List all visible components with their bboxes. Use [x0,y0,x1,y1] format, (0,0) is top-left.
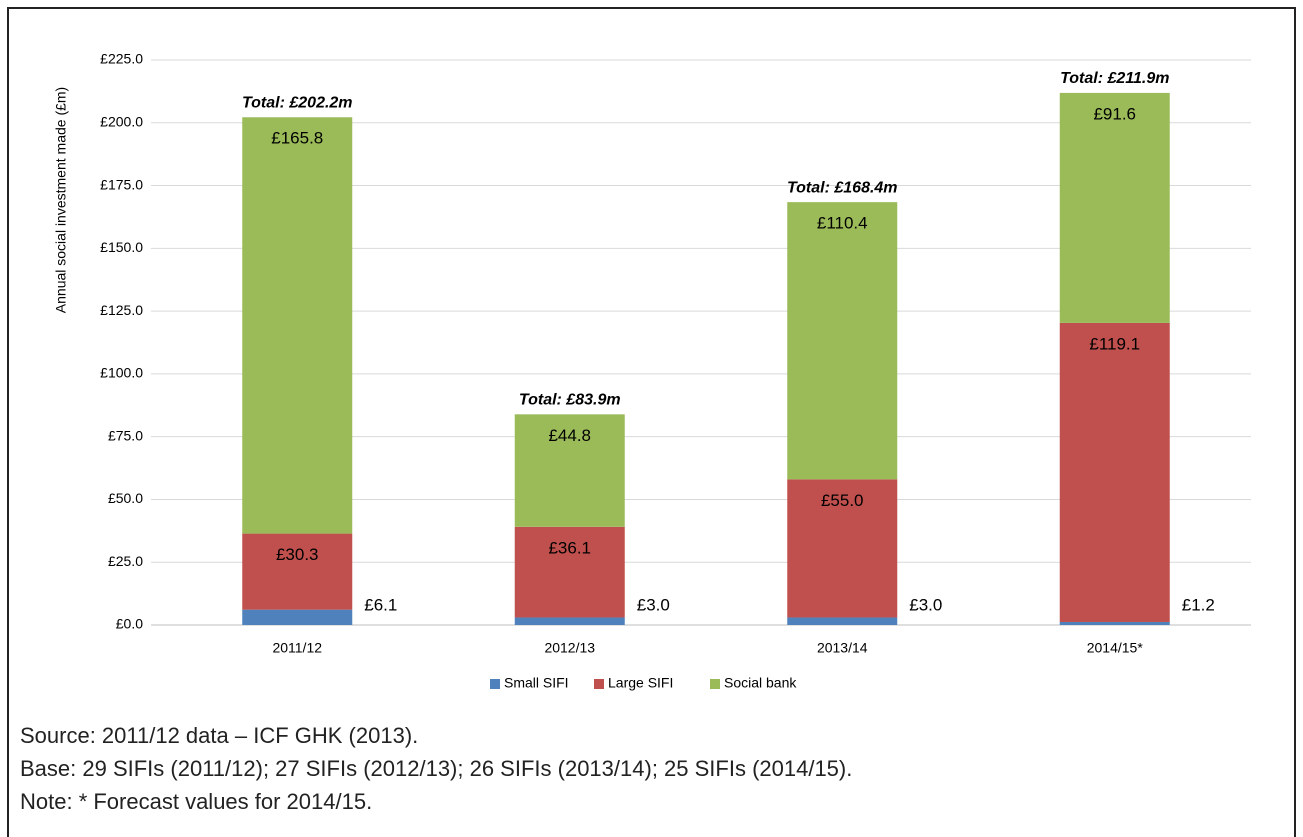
data-label: £91.6 [1093,104,1136,123]
y-tick-label: £200.0 [100,113,143,129]
legend-label: Social bank [724,675,797,691]
data-label: £44.8 [548,426,591,445]
data-label: £119.1 [1089,334,1140,353]
data-label: £3.0 [637,595,670,614]
y-tick-label: £25.0 [108,553,143,569]
x-tick-label: 2013/14 [817,640,868,656]
total-label: Total: £211.9m [1060,70,1169,87]
note: Source: 2011/12 data – ICF GHK (2013). [20,723,418,748]
legend-swatch [490,679,500,689]
legend-swatch [594,679,604,689]
y-tick-label: £75.0 [108,427,143,443]
total-label: Total: £168.4m [787,179,898,196]
bar-segment [514,414,625,527]
y-axis-label: Annual social investment made (£m) [53,87,69,313]
legend-label: Large SIFI [608,675,673,691]
bar-segment [242,609,353,625]
note: Base: 29 SIFIs (2011/12); 27 SIFIs (2012… [20,756,852,781]
data-label: £30.3 [276,545,319,564]
data-label: £55.0 [821,491,864,510]
bar-segment [787,617,898,625]
bar-segment [514,617,625,625]
y-tick-label: £100.0 [100,365,143,381]
total-label: Total: £202.2m [242,94,353,111]
data-label: £110.4 [817,214,868,233]
data-label: £6.1 [364,595,397,614]
frame [7,7,1296,837]
x-tick-label: 2012/13 [544,640,595,656]
bar-segment [514,526,625,618]
bar-segment [787,479,898,618]
data-label: £36.1 [548,538,591,557]
bar-segment [242,533,353,610]
legend-label: Small SIFI [504,675,569,691]
data-label: £1.2 [1182,595,1215,614]
y-tick-label: £125.0 [100,302,143,318]
total-label: Total: £83.9m [519,392,621,409]
bar-segment [1059,92,1170,323]
y-tick-label: £0.0 [116,616,143,632]
x-tick-label: 2014/15* [1087,640,1144,656]
y-tick-label: £150.0 [100,239,143,255]
data-label: £165.8 [271,129,323,148]
x-tick-label: 2011/12 [272,640,322,656]
bar-segment [787,202,898,480]
bar-segment [1059,621,1170,625]
legend-swatch [710,679,720,689]
bar-segment [1059,322,1170,622]
y-tick-label: £225.0 [100,51,143,67]
y-tick-label: £175.0 [100,176,143,192]
y-tick-label: £50.0 [108,490,143,506]
data-label: £3.0 [909,595,942,614]
note: Note: * Forecast values for 2014/15. [20,789,372,814]
bar-segment [242,117,353,534]
